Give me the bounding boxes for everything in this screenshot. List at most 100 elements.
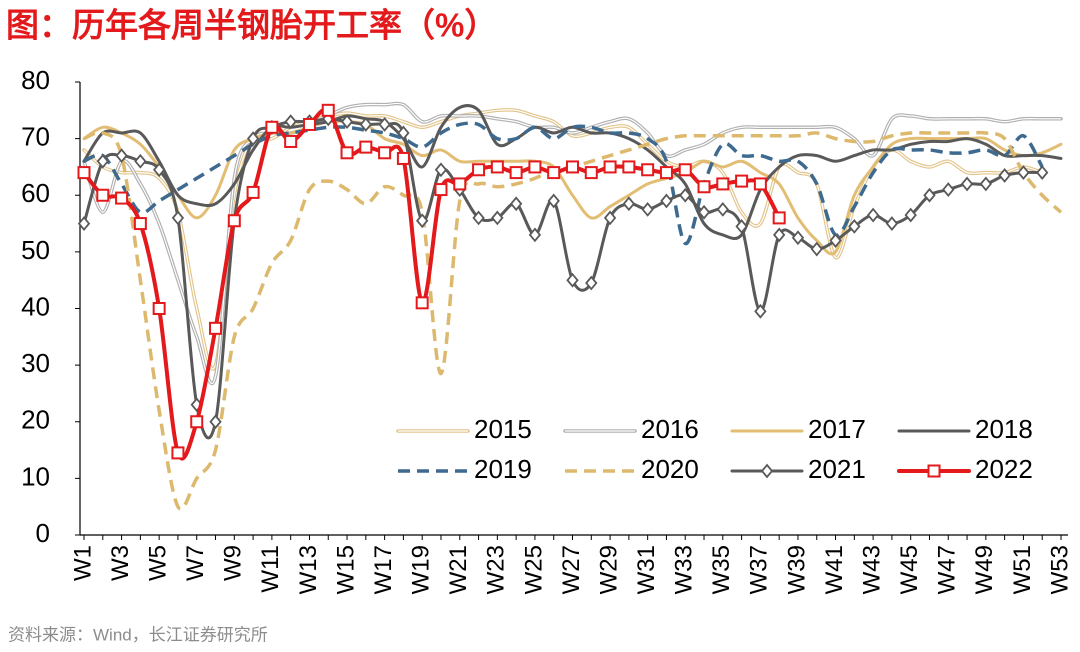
point <box>396 151 410 165</box>
point <box>115 148 128 164</box>
point <box>584 166 598 180</box>
point <box>528 160 542 174</box>
point <box>641 163 655 177</box>
point <box>509 196 523 212</box>
point <box>209 414 222 430</box>
x-tick-label: W51 <box>1009 545 1036 594</box>
point <box>942 182 955 197</box>
point <box>434 183 448 197</box>
point <box>359 117 372 132</box>
point <box>453 177 467 191</box>
point <box>152 302 166 315</box>
x-tick-label: W19 <box>408 545 435 594</box>
y-tick-label: 10 <box>21 461 50 491</box>
point <box>209 321 223 335</box>
x-tick-label: W9 <box>220 545 247 581</box>
point <box>77 216 91 231</box>
point <box>678 163 692 177</box>
point <box>434 162 448 178</box>
x-tick-label: W3 <box>107 545 134 581</box>
point <box>359 140 373 154</box>
line-series <box>82 119 1063 256</box>
point <box>603 160 617 174</box>
point <box>284 134 298 148</box>
point <box>227 214 241 228</box>
point <box>415 296 429 310</box>
point <box>735 218 748 234</box>
legend-label: 2019 <box>474 454 532 484</box>
point <box>659 166 673 180</box>
point <box>735 174 749 188</box>
x-tick-label: W39 <box>783 545 810 594</box>
point <box>866 207 880 223</box>
point <box>472 210 485 226</box>
point <box>585 275 598 291</box>
x-tick-label: W37 <box>746 545 773 594</box>
point <box>1036 165 1049 181</box>
legend-label: 2016 <box>641 414 699 444</box>
point <box>622 196 636 212</box>
point <box>660 193 673 209</box>
point <box>679 187 692 203</box>
point <box>760 463 774 479</box>
y-tick-label: 20 <box>21 405 50 435</box>
point <box>321 103 335 117</box>
x-tick-label: W49 <box>971 545 998 594</box>
point <box>171 210 185 226</box>
x-tick-label: W53 <box>1046 545 1073 594</box>
x-tick-label: W47 <box>934 545 961 594</box>
legend-label: 2015 <box>474 414 532 444</box>
point <box>566 160 579 174</box>
point <box>791 230 805 246</box>
x-tick-label: W25 <box>520 545 547 594</box>
point <box>547 193 560 209</box>
y-tick-label: 0 <box>36 518 50 548</box>
chart-title: 图：历年各周半钢胎开工率（%） <box>6 7 497 44</box>
x-tick-label: W45 <box>896 545 923 594</box>
point <box>133 217 147 231</box>
point <box>134 153 147 169</box>
point <box>848 218 861 234</box>
point <box>246 185 260 199</box>
point <box>378 146 392 160</box>
point <box>265 120 279 134</box>
y-tick-label: 50 <box>21 235 50 265</box>
point <box>829 233 842 248</box>
point <box>302 117 316 131</box>
legend-label: 2022 <box>975 454 1033 484</box>
point <box>622 160 636 174</box>
point <box>547 166 561 180</box>
line-series <box>83 121 1044 246</box>
point <box>472 163 486 177</box>
legend-label: 2018 <box>975 414 1033 444</box>
x-tick-label: W41 <box>821 545 848 594</box>
x-tick-label: W33 <box>671 545 698 594</box>
y-tick-label: 80 <box>21 65 50 95</box>
legend-label: 2021 <box>808 454 866 484</box>
legend-label: 2020 <box>641 454 699 484</box>
point <box>171 446 185 460</box>
point <box>810 241 823 257</box>
point <box>96 153 109 169</box>
point <box>998 168 1011 183</box>
x-tick-label: W7 <box>182 545 209 581</box>
point <box>96 188 110 202</box>
x-tick-label: W11 <box>257 545 284 593</box>
legend-label: 2017 <box>808 414 866 444</box>
x-tick-label: W1 <box>69 545 96 581</box>
point <box>772 211 786 225</box>
point <box>284 114 297 130</box>
x-tick-label: W29 <box>595 545 622 594</box>
x-tick-label: W27 <box>558 545 585 594</box>
point <box>697 204 711 220</box>
point <box>754 303 767 319</box>
point <box>697 180 711 194</box>
point <box>753 177 767 191</box>
point <box>340 114 354 130</box>
source-note: 资料来源：Wind，长江证券研究所 <box>8 625 268 644</box>
x-tick-label: W35 <box>708 545 735 594</box>
y-tick-label: 30 <box>21 348 50 378</box>
point <box>77 166 91 180</box>
x-tick-label: W17 <box>370 545 397 594</box>
